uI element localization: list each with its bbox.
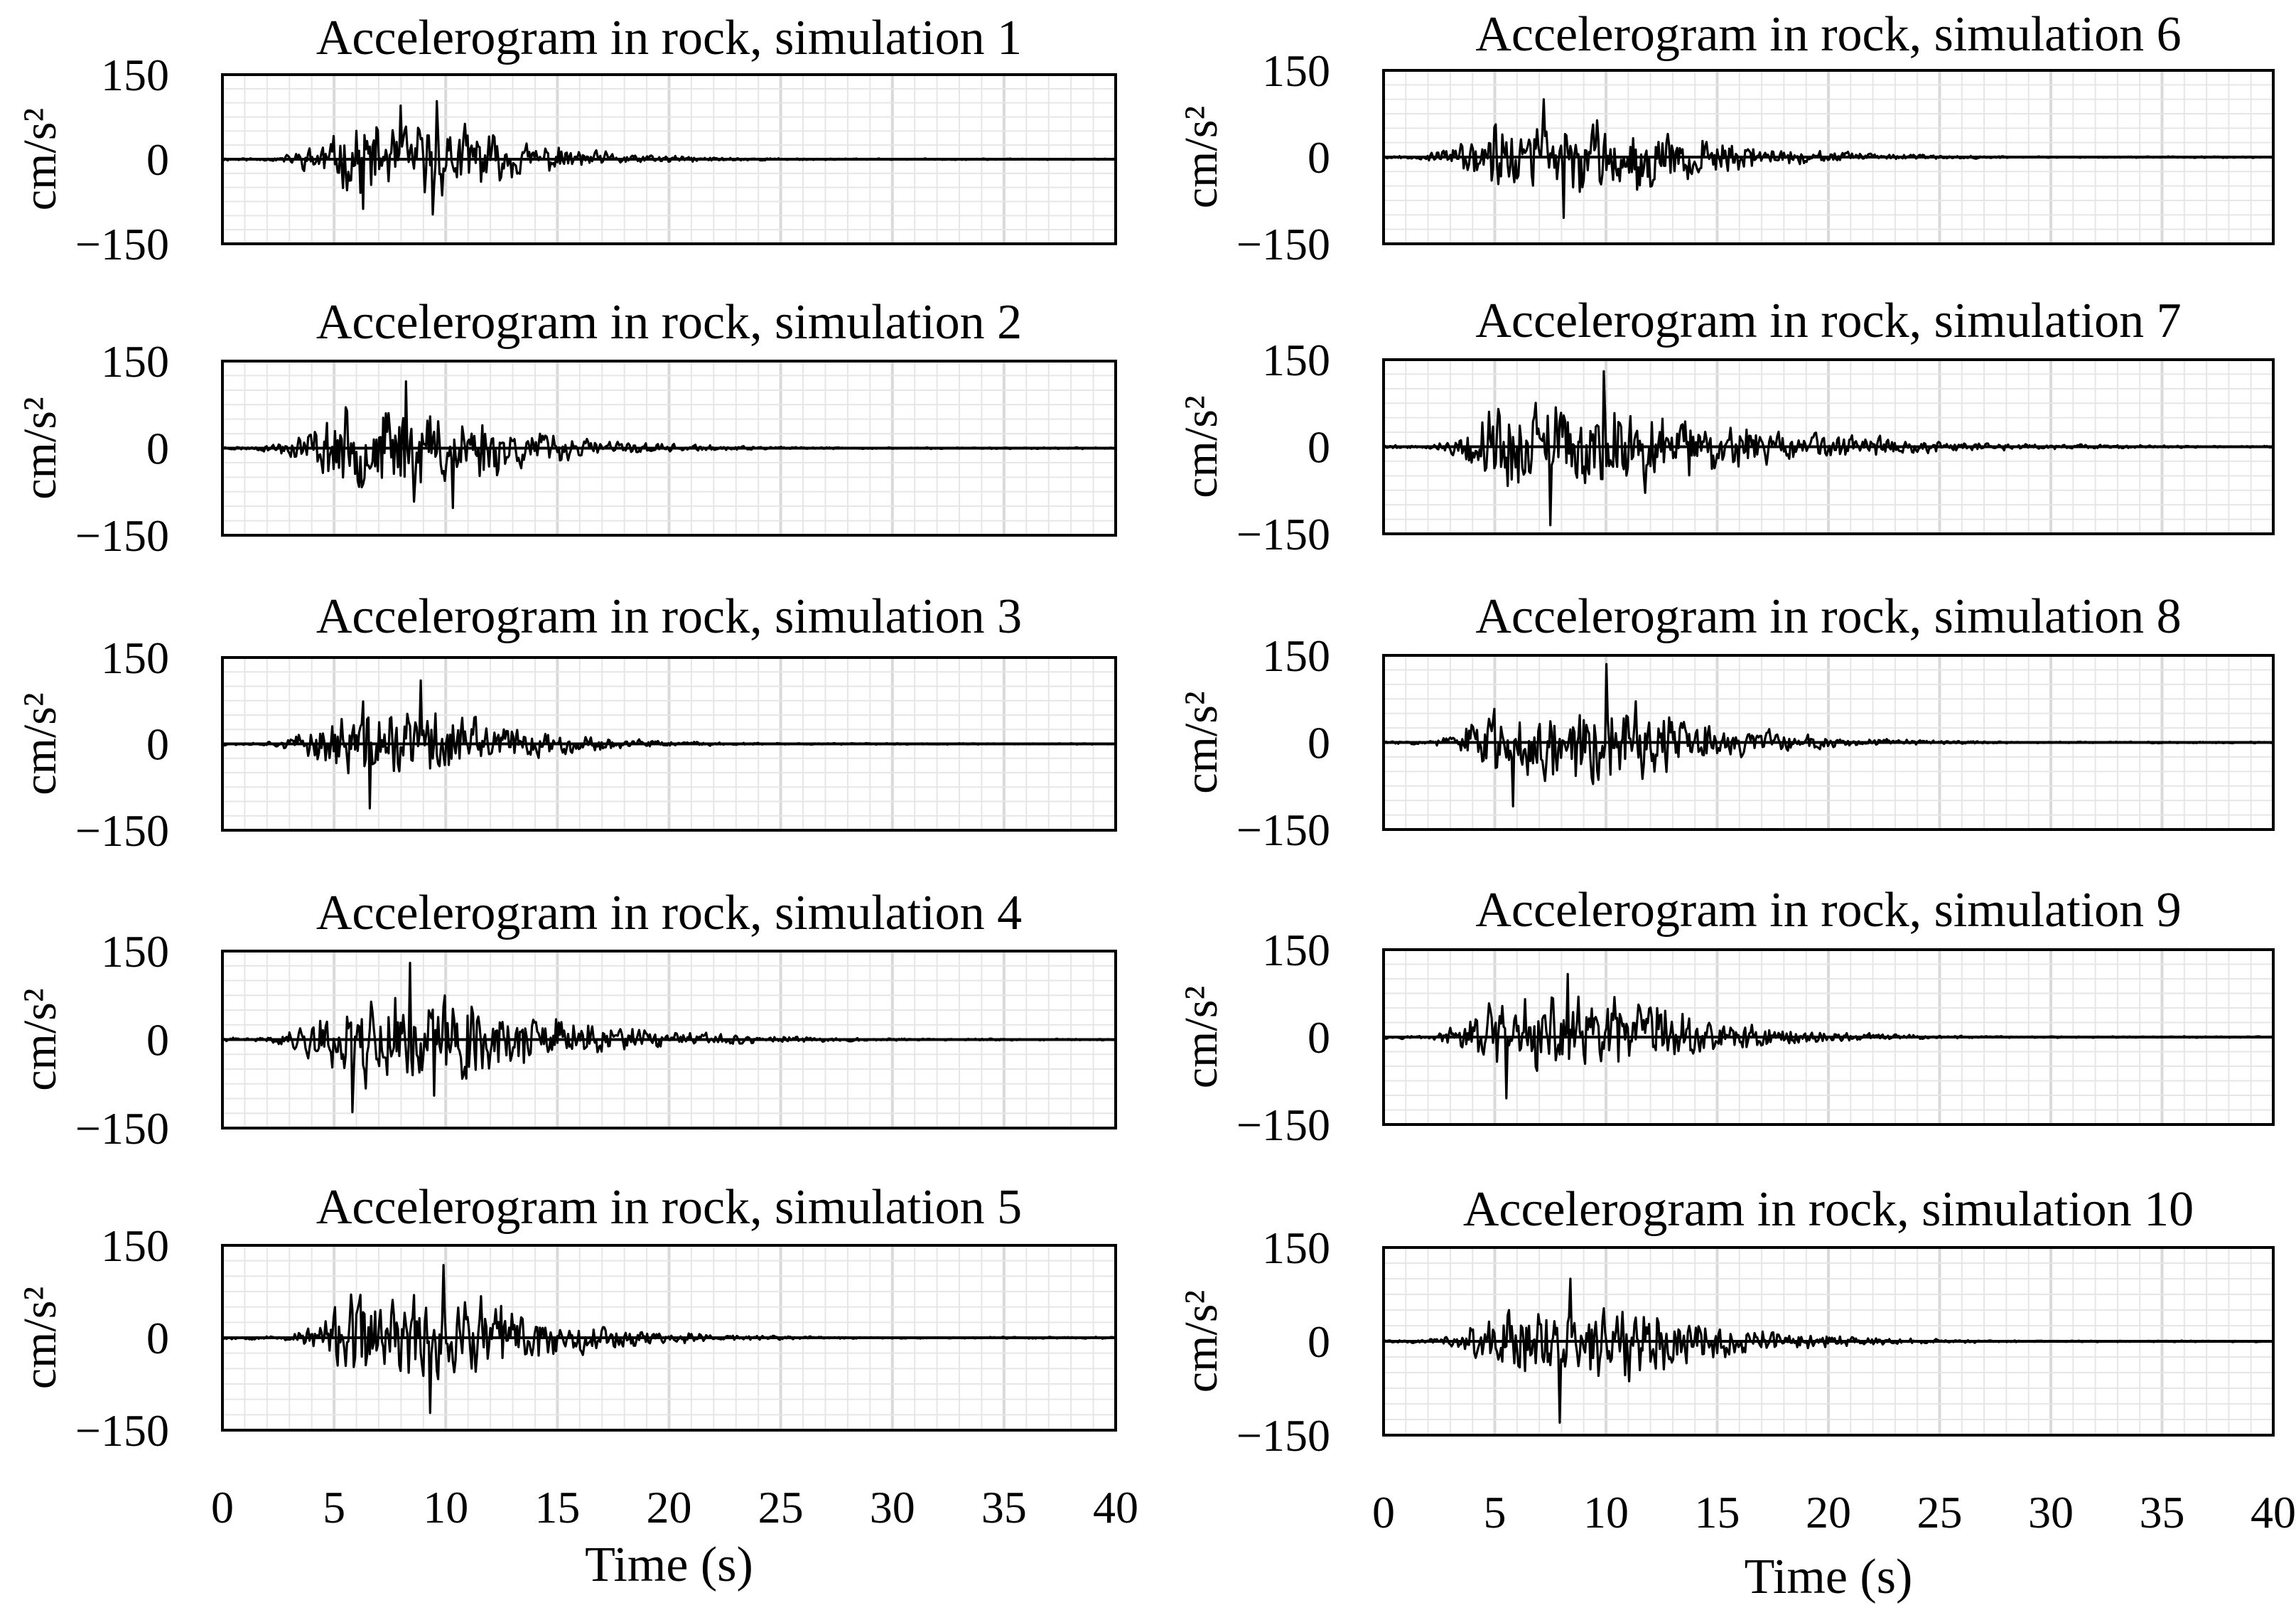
y-axis-label: cm/s² xyxy=(1175,1290,1227,1392)
accelerogram-panel-5: Accelerogram in rock, simulation 5 150 0 −1… xyxy=(14,1180,1117,1456)
y-axis-label: cm/s² xyxy=(14,108,66,210)
x-tick-label: 15 xyxy=(534,1482,580,1533)
y-tick-label: 0 xyxy=(1308,132,1330,183)
x-tick-label: 25 xyxy=(758,1482,804,1533)
y-tick-label: −150 xyxy=(1236,1410,1330,1461)
x-axis-label: Time (s) xyxy=(585,1537,753,1592)
y-tick-label: −150 xyxy=(75,805,169,856)
y-tick-label: 150 xyxy=(101,633,169,683)
y-tick-label: 0 xyxy=(1308,422,1330,473)
grid xyxy=(1384,1247,2273,1435)
y-tick-label: −150 xyxy=(75,1405,169,1456)
x-tick-label: 20 xyxy=(1806,1487,1851,1537)
x-tick-label: 40 xyxy=(2251,1487,2296,1537)
x-tick-label: 25 xyxy=(1917,1487,1963,1537)
accelerogram-panel-6: Accelerogram in rock, simulation 6 150 0 −1… xyxy=(1175,7,2275,269)
left-bottom-axis: 0 5 10 15 20 25 30 35 40 Time (s) xyxy=(211,1482,1138,1592)
accelerogram-panel-9: Accelerogram in rock, simulation 9 150 0 −1… xyxy=(1175,883,2275,1150)
x-tick-label: 15 xyxy=(1695,1487,1740,1537)
x-tick-label: 35 xyxy=(2140,1487,2185,1537)
y-tick-label: 0 xyxy=(146,134,169,185)
y-tick-label: 150 xyxy=(101,50,169,100)
plot-frame xyxy=(1382,358,2275,535)
y-tick-label: 150 xyxy=(1262,925,1330,975)
y-tick-label: 150 xyxy=(1262,335,1330,385)
accelerogram-panel-10: Accelerogram in rock, simulation 101500−… xyxy=(1175,1182,2296,1604)
y-tick-label: −150 xyxy=(1236,509,1330,559)
chart-title: Accelerogram in rock, simulation 8 xyxy=(1475,589,2181,644)
x-tick-label: 10 xyxy=(1583,1487,1629,1537)
y-tick-label: −150 xyxy=(1236,219,1330,269)
y-tick-label: 150 xyxy=(1262,45,1330,96)
y-tick-label: 0 xyxy=(146,1015,169,1066)
accelerogram-panel-2: Accelerogram in rock, simulation 2 150 0 −1… xyxy=(14,295,1117,561)
y-axis-label: cm/s² xyxy=(14,692,66,795)
y-tick-label: 0 xyxy=(146,424,169,474)
chart-title: Accelerogram in rock, simulation 10 xyxy=(1463,1182,2194,1237)
x-tick-label: 30 xyxy=(2028,1487,2074,1537)
y-axis-label: cm/s² xyxy=(1175,106,1227,208)
plot-frame xyxy=(221,950,1117,1129)
chart-title: Accelerogram in rock, simulation 4 xyxy=(316,886,1022,940)
accelerogram-panel-7: Accelerogram in rock, simulation 7 150 0 −1… xyxy=(1175,294,2275,559)
y-tick-label: −150 xyxy=(75,510,169,561)
x-tick-label: 5 xyxy=(1484,1487,1507,1537)
y-tick-label: −150 xyxy=(1236,1100,1330,1150)
plot-frame xyxy=(221,360,1117,537)
y-tick-label: 0 xyxy=(146,1313,169,1363)
y-axis-label: cm/s² xyxy=(1175,395,1227,498)
x-axis-label: Time (s) xyxy=(1745,1550,1913,1604)
plot-frame xyxy=(1382,948,2275,1126)
chart-title: Accelerogram in rock, simulation 7 xyxy=(1475,294,2181,348)
y-tick-label: −150 xyxy=(75,219,169,269)
y-axis-label: cm/s² xyxy=(14,988,66,1090)
y-tick-label: −150 xyxy=(75,1103,169,1154)
chart-title: Accelerogram in rock, simulation 1 xyxy=(316,11,1022,65)
x-tick-label: 5 xyxy=(323,1482,345,1533)
y-tick-label: 150 xyxy=(1262,630,1330,681)
plot-frame xyxy=(1382,1246,2275,1437)
chart-title: Accelerogram in rock, simulation 2 xyxy=(316,295,1022,350)
y-axis-label: cm/s² xyxy=(1175,691,1227,793)
x-tick-label: 40 xyxy=(1093,1482,1138,1533)
y-tick-label: 0 xyxy=(146,719,169,770)
chart-title: Accelerogram in rock, simulation 5 xyxy=(316,1180,1022,1235)
y-tick-label: 150 xyxy=(101,1220,169,1271)
chart-title: Accelerogram in rock, simulation 9 xyxy=(1475,883,2181,938)
plot-frame xyxy=(221,1244,1117,1432)
y-tick-label: −150 xyxy=(1236,805,1330,855)
y-tick-label: 0 xyxy=(1308,1012,1330,1063)
chart-title: Accelerogram in rock, simulation 6 xyxy=(1475,7,2181,62)
plot-frame xyxy=(221,656,1117,832)
plot-frame xyxy=(1382,69,2275,245)
x-tick-label: 0 xyxy=(211,1482,234,1533)
y-axis-label: cm/s² xyxy=(1175,986,1227,1088)
y-axis-label: cm/s² xyxy=(14,1287,66,1389)
x-tick-label: 20 xyxy=(647,1482,692,1533)
y-axis-label: cm/s² xyxy=(14,397,66,499)
y-tick-label: 0 xyxy=(1308,718,1330,768)
plot-frame xyxy=(221,73,1117,245)
x-tick-label: 0 xyxy=(1372,1487,1395,1537)
plot-frame xyxy=(1382,654,2275,831)
chart-title: Accelerogram in rock, simulation 3 xyxy=(316,589,1022,644)
accelerogram-panel-3: Accelerogram in rock, simulation 3 150 0 −1… xyxy=(14,589,1117,856)
accelerogram-panel-1: Accelerogram in rock, simulation 1 150 0 −1… xyxy=(14,11,1117,269)
y-tick-label: 0 xyxy=(1308,1316,1330,1367)
accelerogram-panel-8: Accelerogram in rock, simulation 8 150 0 −1… xyxy=(1175,589,2275,855)
accelerogram-panel-4: Accelerogram in rock, simulation 4 150 0 −1… xyxy=(14,886,1117,1154)
x-tick-label: 10 xyxy=(423,1482,468,1533)
y-tick-label: 150 xyxy=(101,926,169,977)
x-tick-label: 30 xyxy=(870,1482,915,1533)
y-tick-label: 150 xyxy=(1262,1223,1330,1273)
y-tick-label: 150 xyxy=(101,336,169,387)
x-tick-label: 35 xyxy=(981,1482,1027,1533)
